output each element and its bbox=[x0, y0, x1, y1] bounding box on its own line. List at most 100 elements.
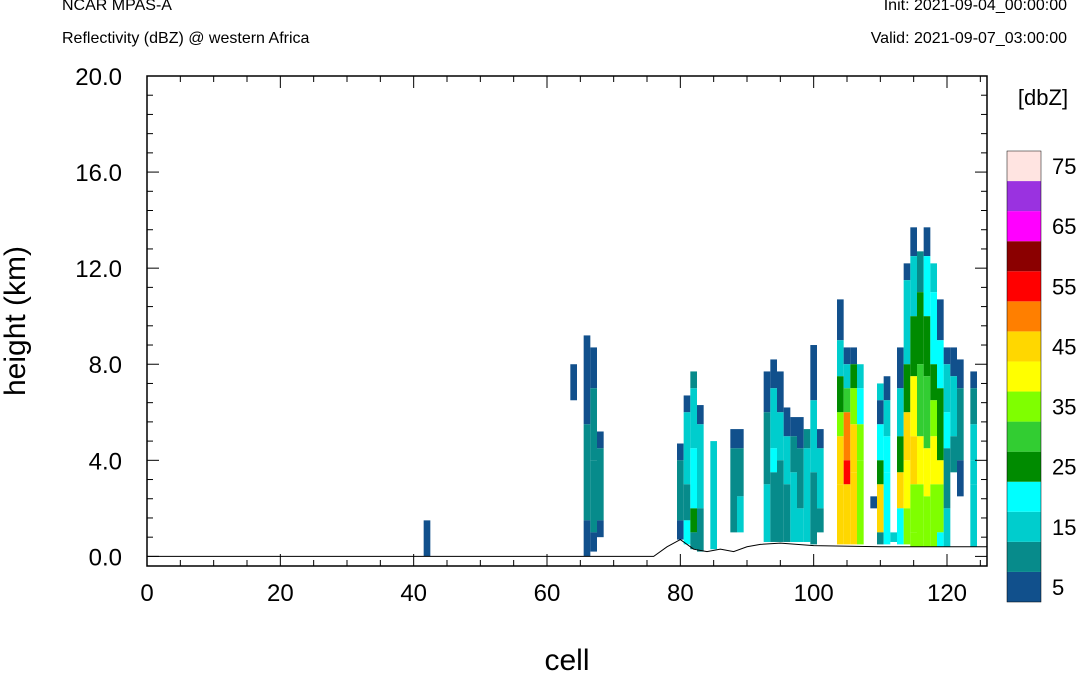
reflectivity-cell bbox=[897, 347, 904, 389]
reflectivity-cell bbox=[877, 484, 884, 533]
colorbar-swatch bbox=[1007, 151, 1041, 182]
reflectivity-cell bbox=[957, 359, 964, 389]
reflectivity-cell bbox=[877, 460, 884, 485]
x-tick-label: 60 bbox=[534, 580, 561, 607]
reflectivity-cell bbox=[837, 340, 844, 377]
reflectivity-cell bbox=[843, 460, 851, 485]
reflectivity-cell bbox=[903, 263, 911, 281]
x-tick-label: 80 bbox=[667, 580, 694, 607]
colorbar-swatch bbox=[1007, 271, 1041, 302]
reflectivity-cell bbox=[850, 347, 857, 365]
reflectivity-cell bbox=[697, 508, 704, 552]
reflectivity-cell bbox=[903, 280, 911, 365]
reflectivity-cell bbox=[910, 532, 917, 547]
init-time: Init: 2021-09-04_00:00:00 bbox=[883, 0, 1067, 14]
reflectivity-cell bbox=[570, 364, 577, 401]
reflectivity-cell bbox=[877, 383, 884, 401]
valid-time: Valid: 2021-09-07_03:00:00 bbox=[870, 30, 1067, 47]
reflectivity-cell bbox=[837, 299, 844, 341]
colorbar-swatch bbox=[1007, 241, 1041, 272]
reflectivity-cell bbox=[770, 448, 777, 473]
reflectivity-cell bbox=[883, 400, 891, 437]
reflectivity-cell bbox=[817, 448, 824, 509]
reflectivity-cell bbox=[790, 472, 797, 542]
reflectivity-cell bbox=[837, 376, 844, 413]
colorbar-tick-label: 75 bbox=[1052, 154, 1076, 179]
reflectivity-cell bbox=[843, 364, 851, 389]
reflectivity-cell bbox=[597, 520, 604, 538]
field-title: Reflectivity (dBZ) @ western Africa bbox=[62, 30, 310, 47]
colorbar-tick-label: 15 bbox=[1052, 515, 1076, 540]
reflectivity-cell bbox=[930, 364, 937, 401]
x-tick-labels: 0 20 40 60 80 100 120 bbox=[140, 580, 967, 607]
reflectivity-cell bbox=[590, 532, 597, 552]
x-tick-label: 20 bbox=[267, 580, 294, 607]
reflectivity-cell bbox=[857, 424, 864, 461]
reflectivity-cell bbox=[917, 484, 924, 547]
x-tick-label: 120 bbox=[927, 580, 967, 607]
y-tick-labels: 0.0 4.0 8.0 12.0 16.0 20.0 bbox=[75, 64, 122, 571]
y-tick-label: 0.0 bbox=[89, 544, 122, 571]
reflectivity-cell bbox=[943, 347, 951, 365]
reflectivity-cell bbox=[730, 429, 737, 449]
colorbar-swatch bbox=[1007, 541, 1041, 572]
plot-frame bbox=[146, 75, 988, 567]
reflectivity-cell bbox=[957, 460, 964, 497]
reflectivity-cell bbox=[970, 371, 977, 389]
reflectivity-cell bbox=[790, 436, 797, 473]
model-name: NCAR MPAS-A bbox=[62, 0, 172, 14]
reflectivity-cell bbox=[677, 460, 684, 521]
reflectivity-cell bbox=[917, 364, 924, 437]
reflectivity-cell bbox=[803, 429, 811, 449]
reflectivity-cell bbox=[970, 484, 977, 547]
reflectivity-cell bbox=[677, 520, 684, 540]
reflectivity-cell bbox=[810, 345, 817, 401]
reflectivity-cell bbox=[737, 448, 744, 497]
reflectivity-cell bbox=[930, 263, 937, 293]
reflectivity-cell bbox=[943, 508, 951, 547]
reflectivity-cell bbox=[590, 347, 597, 389]
reflectivity-cell bbox=[910, 376, 917, 437]
reflectivity-cell bbox=[937, 299, 944, 341]
reflectivity-cell bbox=[850, 472, 857, 545]
reflectivity-cell bbox=[797, 508, 804, 542]
reflectivity-cell bbox=[843, 388, 851, 413]
reflectivity-cell bbox=[850, 424, 857, 473]
reflectivity-cell bbox=[677, 443, 684, 461]
reflectivity-cell bbox=[777, 412, 784, 461]
reflectivity-cell bbox=[923, 256, 931, 317]
colorbar-swatch bbox=[1007, 481, 1041, 512]
colorbar-swatch bbox=[1007, 391, 1041, 422]
y-tick-label: 20.0 bbox=[75, 64, 122, 91]
reflectivity-cell bbox=[590, 388, 597, 461]
reflectivity-cell bbox=[777, 460, 784, 542]
reflectivity-cell bbox=[850, 388, 857, 425]
reflectivity-cell bbox=[770, 359, 777, 389]
reflectivity-cell bbox=[877, 424, 884, 461]
reflectivity-cell bbox=[917, 251, 924, 293]
reflectivity-cell bbox=[903, 508, 911, 545]
y-tick-label: 4.0 bbox=[89, 448, 122, 475]
reflectivity-cell bbox=[763, 412, 771, 485]
reflectivity-cell bbox=[943, 448, 951, 509]
colorbar-swatch bbox=[1007, 211, 1041, 242]
reflectivity-cell bbox=[930, 484, 937, 547]
x-tick-label: 40 bbox=[400, 580, 427, 607]
reflectivity-cell bbox=[897, 472, 904, 509]
x-tick-label: 0 bbox=[140, 580, 153, 607]
reflectivity-cell bbox=[583, 520, 591, 557]
reflectivity-cell bbox=[910, 436, 917, 485]
reflectivity-cell bbox=[950, 376, 957, 437]
reflectivity-cell bbox=[910, 227, 917, 257]
terrain-layer bbox=[147, 538, 987, 557]
colorbar-tick-label: 45 bbox=[1052, 334, 1076, 359]
reflectivity-cell bbox=[597, 448, 604, 521]
reflectivity-cell bbox=[817, 508, 824, 533]
reflectivity-cell bbox=[910, 484, 917, 533]
reflectivity-cells bbox=[423, 227, 977, 557]
reflectivity-cell bbox=[810, 472, 817, 545]
colorbar-tick-label: 35 bbox=[1052, 395, 1076, 420]
reflectivity-cell bbox=[843, 412, 851, 461]
colorbar-swatch bbox=[1007, 571, 1041, 602]
reflectivity-cell bbox=[937, 532, 944, 547]
